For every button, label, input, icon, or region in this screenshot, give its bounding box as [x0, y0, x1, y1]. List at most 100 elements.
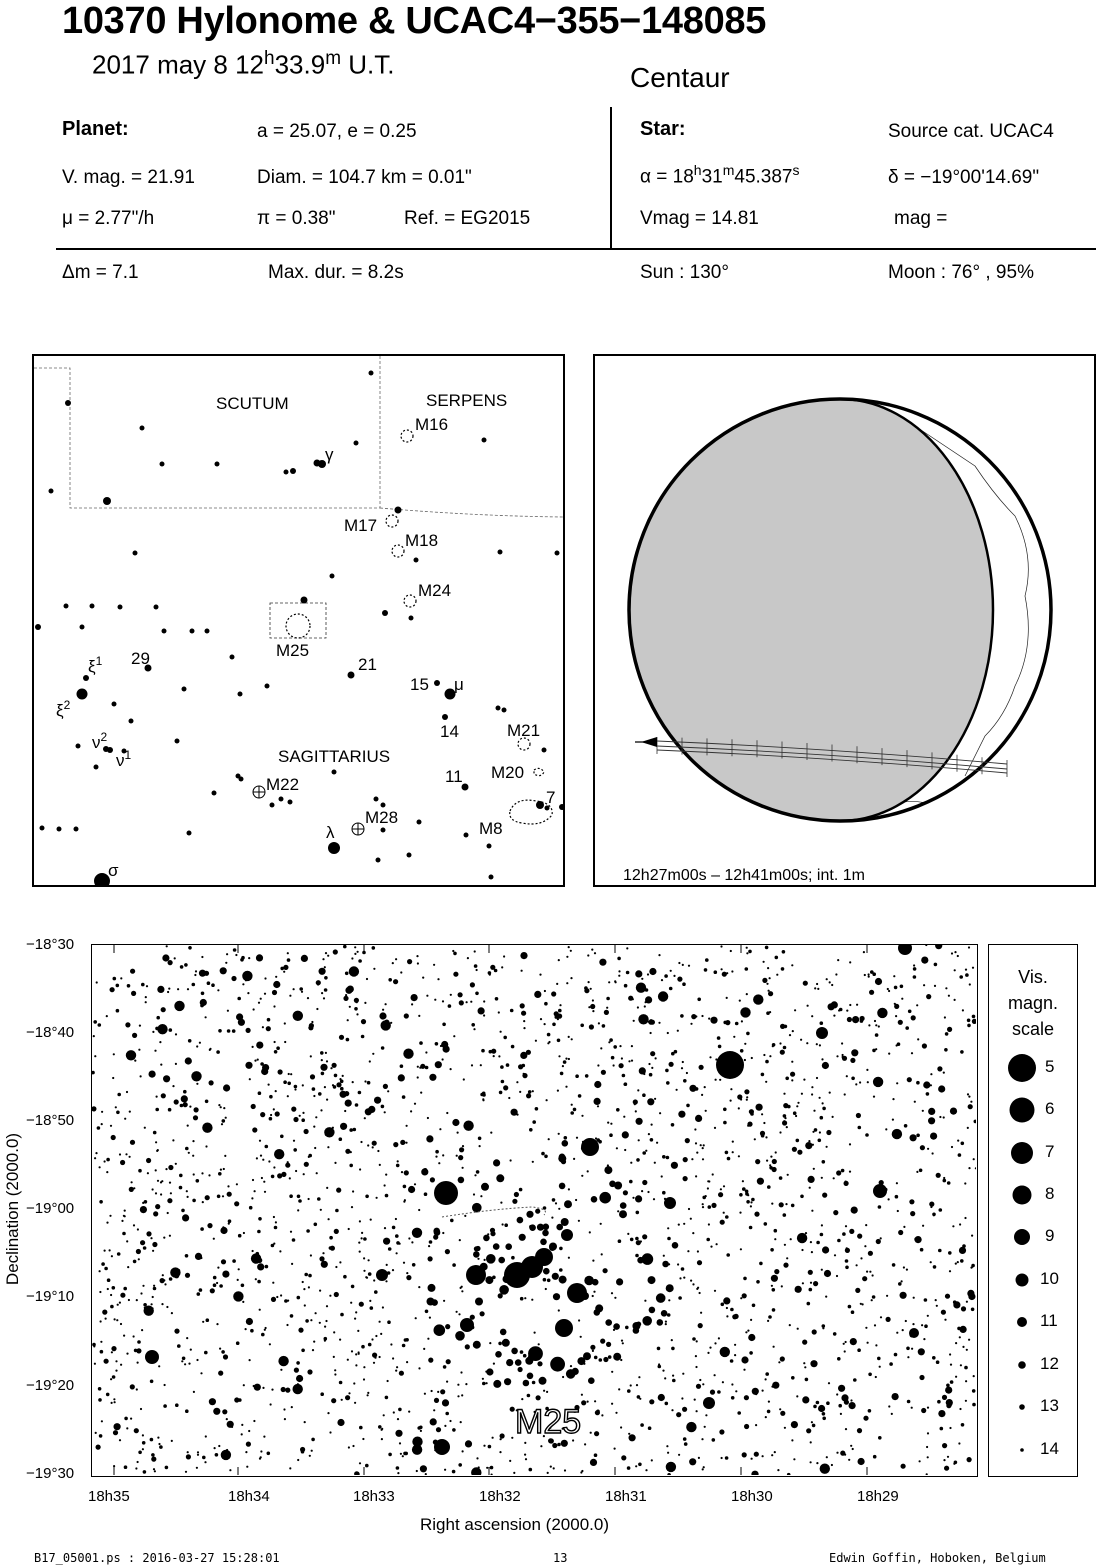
field-star [329, 1235, 333, 1240]
field-star [665, 1068, 669, 1073]
field-star [284, 1040, 287, 1044]
field-star [927, 1147, 930, 1150]
field-star [354, 1401, 357, 1404]
field-star [968, 1167, 971, 1170]
finder-star [290, 468, 296, 474]
field-star [656, 1346, 661, 1351]
field-star [418, 1286, 421, 1289]
field-star [482, 1099, 485, 1102]
field-star [859, 1081, 862, 1084]
field-star [681, 1397, 684, 1400]
field-star [632, 1019, 635, 1022]
field-star [697, 1323, 703, 1329]
field-star [368, 1060, 371, 1063]
field-star [756, 1280, 760, 1284]
field-star [801, 1248, 804, 1252]
field-star [283, 970, 286, 973]
field-star [567, 946, 570, 949]
ytick-1: −18°40 [26, 1024, 75, 1041]
field-star [475, 968, 478, 972]
field-star [198, 1041, 201, 1044]
field-star [748, 1333, 756, 1342]
field-star [649, 1399, 655, 1405]
field-star [424, 1473, 427, 1476]
finder-star [554, 550, 560, 556]
legend-dot-5 [1008, 1054, 1036, 1082]
field-star [938, 1085, 946, 1093]
field-star [104, 1317, 107, 1320]
field-star [635, 1384, 639, 1387]
field-star [222, 1354, 229, 1360]
field-star [505, 1243, 512, 1250]
field-star [762, 977, 768, 983]
field-star [200, 991, 205, 996]
field-star [578, 1319, 581, 1322]
field-star [777, 1469, 780, 1472]
field-star [638, 1067, 646, 1075]
field-star [411, 1227, 423, 1238]
field-star [125, 1090, 129, 1094]
field-star [743, 1395, 750, 1401]
field-star [763, 1222, 768, 1226]
field-star [264, 1264, 269, 1269]
date-text: 2017 may 8 12 [92, 49, 265, 80]
field-star [426, 994, 429, 997]
field-star [274, 1221, 277, 1224]
field-star [636, 1158, 640, 1162]
field-star [182, 1214, 190, 1222]
field-star [650, 1051, 656, 1057]
field-star [779, 1356, 785, 1362]
field-star [751, 1303, 756, 1308]
field-star [912, 1323, 915, 1326]
field-star [313, 1222, 318, 1227]
field-star [483, 1234, 490, 1242]
field-star [819, 1021, 824, 1025]
label-serpens: SERPENS [426, 391, 507, 410]
field-star [935, 1360, 940, 1364]
field-star [441, 1000, 445, 1003]
field-star [294, 1088, 297, 1091]
field-star [109, 1124, 113, 1127]
field-star [486, 1254, 496, 1264]
field-star [734, 1021, 739, 1026]
field-star [584, 1275, 594, 1286]
field-star [560, 1439, 568, 1447]
field-star [111, 1375, 116, 1379]
field-star [902, 1266, 906, 1269]
field-star [648, 1306, 656, 1314]
field-star [869, 1270, 872, 1273]
field-star [525, 1049, 531, 1055]
field-star [418, 1208, 421, 1212]
field-star [101, 1110, 104, 1113]
x-axis-title: Right ascension (2000.0) [420, 1515, 610, 1534]
field-star [874, 977, 883, 986]
field-star [196, 1045, 199, 1048]
field-star [503, 1085, 509, 1091]
field-star [820, 1224, 824, 1227]
field-star [408, 1410, 411, 1413]
field-star [816, 982, 819, 986]
field-star [327, 1218, 330, 1221]
field-star [520, 1051, 528, 1059]
field-star [964, 1216, 967, 1220]
field-star [683, 1442, 688, 1446]
field-star [248, 1078, 251, 1081]
field-star [174, 1033, 178, 1036]
field-star [706, 1237, 710, 1242]
field-star [179, 965, 184, 969]
field-star [457, 1176, 465, 1184]
field-star [354, 1007, 358, 1011]
field-star [665, 1284, 674, 1293]
field-star [737, 1155, 741, 1158]
field-star [237, 996, 241, 1001]
field-star [772, 1381, 780, 1389]
field-star [133, 1428, 139, 1434]
field-star [949, 1363, 953, 1366]
field-star [813, 1281, 819, 1287]
field-star [924, 1324, 928, 1328]
field-star [830, 1463, 834, 1467]
field-star [851, 1049, 859, 1057]
field-star [923, 1298, 928, 1302]
field-star [298, 1199, 302, 1203]
xtick-5: 18h30 [731, 1488, 773, 1505]
